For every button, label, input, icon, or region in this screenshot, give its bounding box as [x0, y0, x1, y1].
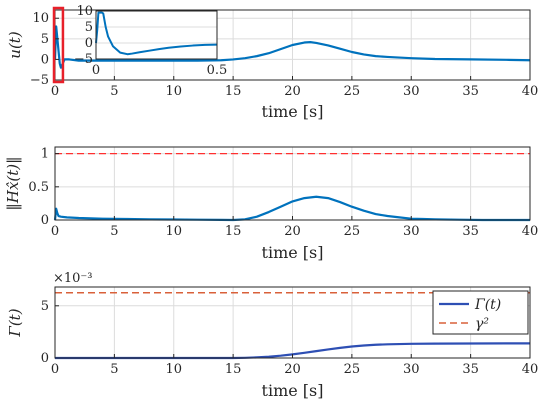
tick-label-x: 20: [284, 224, 301, 239]
tick-label-y: −5: [30, 73, 49, 88]
inset-tick-label-x: 0.5: [207, 63, 228, 78]
tick-label-x: 35: [462, 224, 479, 239]
tick-label-y: 0: [41, 351, 49, 366]
tick-label-y: 0: [41, 213, 49, 228]
inset-background: [96, 11, 217, 59]
tick-label-x: 15: [225, 84, 242, 99]
inset-tick-label-y: 10: [76, 4, 93, 19]
panel-norm-grid: [55, 147, 530, 220]
legend-label-gamma-squared: γ²: [475, 316, 489, 332]
inset-tick-label-y: 5: [85, 20, 93, 35]
panel-u-ylabel: u(t): [6, 31, 24, 59]
tick-label-x: 0: [51, 362, 59, 377]
tick-label-x: 0: [51, 84, 59, 99]
tick-label-x: 20: [284, 362, 301, 377]
tick-label-x: 35: [462, 362, 479, 377]
tick-label-x: 15: [225, 362, 242, 377]
tick-label-x: 20: [284, 84, 301, 99]
panel-gamma-ylabel: Γ(t): [6, 308, 24, 337]
tick-label-x: 10: [165, 224, 182, 239]
inset-tick-label-x: 0: [92, 63, 100, 78]
panel-norm: 0 5 10 15 20 25 30 35 40 0 0.5 1 time [s] ‖Hx̂(t)‖: [4, 147, 538, 262]
tick-label-x: 40: [522, 224, 539, 239]
panel-u-xlabel: time [s]: [262, 102, 324, 121]
tick-label-y: 0: [41, 52, 49, 67]
panel-norm-xlabel: time [s]: [262, 243, 324, 262]
tick-label-x: 30: [403, 362, 420, 377]
tick-label-x: 0: [51, 224, 59, 239]
tick-label-y: 1: [41, 147, 49, 162]
tick-label-x: 25: [344, 224, 361, 239]
panel-norm-ticks: 0 5 10 15 20 25 30 35 40 0 0.5 1: [28, 147, 538, 239]
tick-label-y: 0.5: [28, 180, 49, 195]
tick-label-x: 5: [110, 362, 118, 377]
tick-label-x: 25: [344, 362, 361, 377]
tick-label-x: 15: [225, 224, 242, 239]
tick-label-x: 35: [462, 84, 479, 99]
tick-label-y: 5: [41, 299, 49, 314]
tick-label-x: 5: [110, 84, 118, 99]
tick-label-x: 5: [110, 224, 118, 239]
panel-norm-ylabel: ‖Hx̂(t)‖: [4, 156, 22, 210]
tick-label-x: 30: [403, 84, 420, 99]
tick-label-x: 10: [165, 362, 182, 377]
panel-gamma-xlabel: time [s]: [262, 381, 324, 400]
inset-tick-label-y: 0: [85, 36, 93, 51]
panel-gamma: 0 5 10 15 20 25 30 35 40 0 5 time [s] Γ(t) ×10⁻³ Γ…: [6, 271, 538, 400]
tick-label-y: 5: [41, 32, 49, 47]
inset-tick-label-y: −5: [74, 52, 93, 67]
tick-label-x: 40: [522, 362, 539, 377]
tick-label-x: 25: [344, 84, 361, 99]
panel-gamma-multiplier: ×10⁻³: [53, 271, 93, 286]
tick-label-x: 40: [522, 84, 539, 99]
tick-label-x: 10: [165, 84, 182, 99]
legend-label-gamma-t: Γ(t): [474, 297, 501, 313]
legend: Γ(t) γ²: [433, 291, 528, 334]
tick-label-y: 10: [32, 11, 49, 26]
tick-label-x: 30: [403, 224, 420, 239]
